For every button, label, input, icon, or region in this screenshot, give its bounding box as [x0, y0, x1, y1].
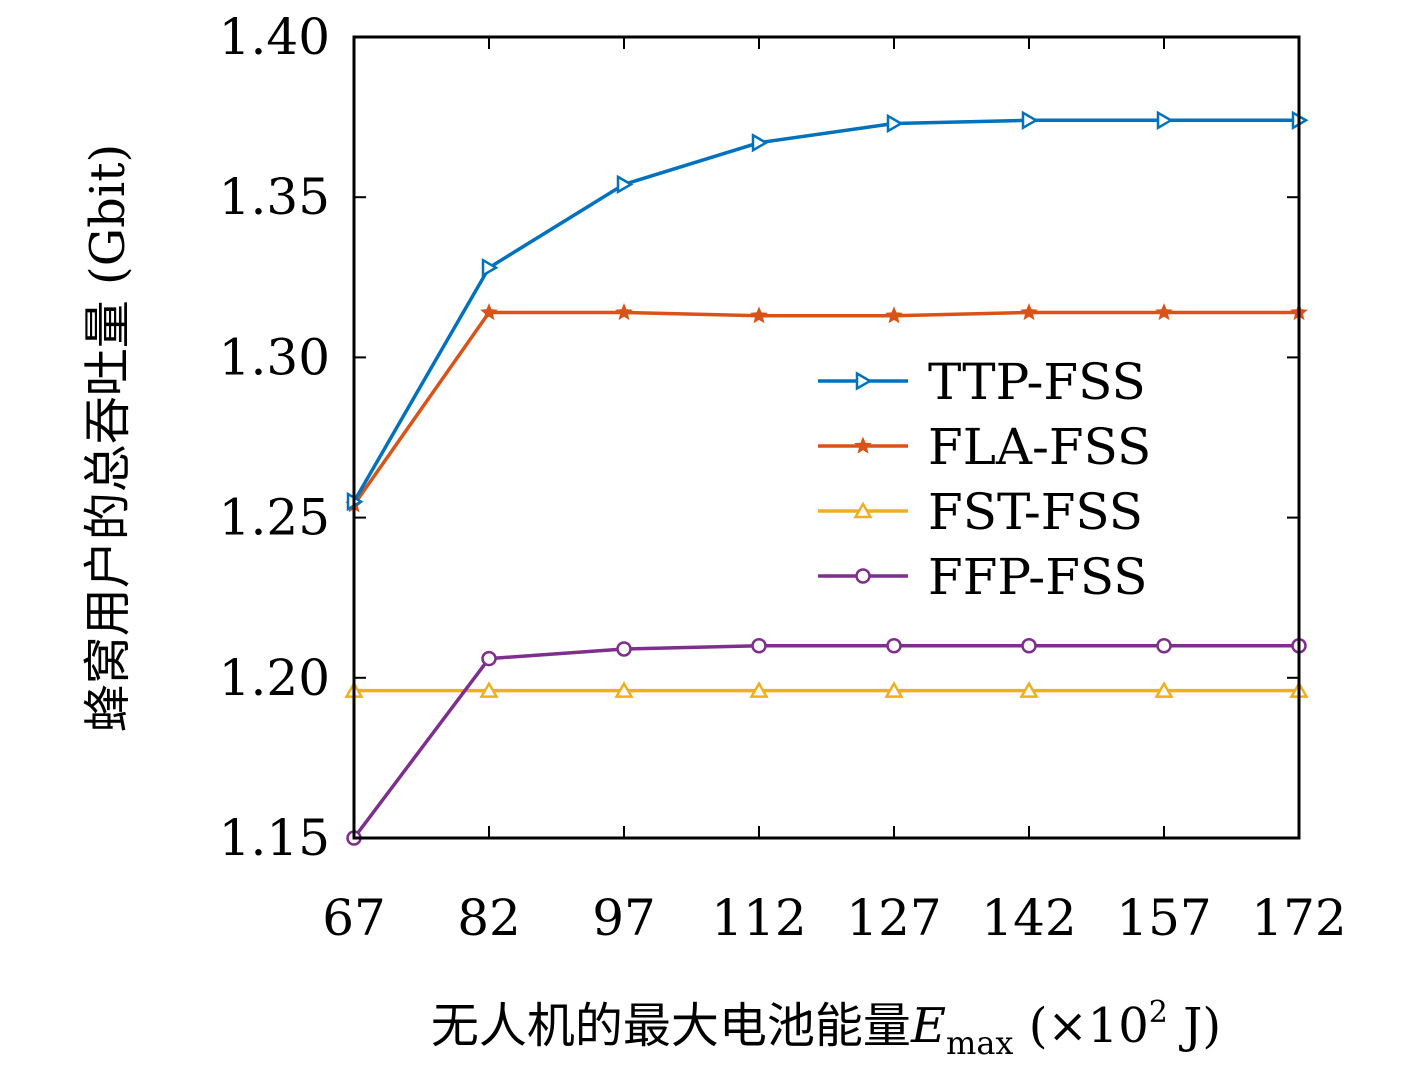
data-point: [751, 133, 769, 153]
x-tick-label: 82: [457, 889, 521, 947]
x-tick-label: 157: [1116, 889, 1211, 947]
data-point: [1154, 681, 1174, 698]
data-point: [1021, 110, 1039, 130]
y-tick-label: 1.30: [219, 328, 330, 386]
data-point: [616, 641, 632, 657]
data-point: [751, 638, 767, 654]
x-tick-label: 127: [846, 889, 941, 947]
data-point: [481, 650, 497, 667]
data-point: [614, 681, 634, 698]
legend-label: FST-FSS: [928, 483, 1143, 541]
data-point: [1155, 303, 1173, 321]
x-axis-label-unit-open: (×10: [1013, 998, 1148, 1054]
y-tick-label: 1.25: [219, 489, 330, 547]
y-tick-label: 1.15: [219, 809, 330, 867]
data-point: [479, 681, 499, 698]
y-tick-label: 1.35: [219, 168, 330, 226]
series-layer: [344, 110, 1309, 846]
legend-item-ttp-fss: TTP-FSS: [818, 353, 1146, 411]
legend-marker: [854, 436, 872, 454]
data-point: [1021, 638, 1037, 654]
data-point: [481, 258, 499, 278]
x-tick-label: 172: [1251, 889, 1346, 947]
legend-label: FLA-FSS: [928, 418, 1151, 476]
plot-frame: [352, 35, 1301, 840]
x-tick-label: 67: [322, 889, 386, 947]
legend-marker: [855, 371, 873, 391]
y-tick-label: 1.40: [219, 8, 330, 66]
data-point: [750, 306, 768, 324]
data-point: [1156, 110, 1174, 130]
data-point: [616, 174, 634, 195]
series-ffp-fss: [346, 638, 1307, 846]
legend-label: TTP-FSS: [928, 353, 1146, 411]
x-axis-label-symbol: E: [910, 998, 946, 1054]
legend-item-ffp-fss: FFP-FSS: [818, 548, 1148, 606]
data-point: [884, 681, 904, 698]
data-point: [886, 638, 902, 654]
x-tick-label: 142: [981, 889, 1076, 947]
ticks-layer: 1.15 1.20 1.25 1.30 1.35 1.40 67 82 97 112 127 142 1…: [219, 8, 1347, 947]
x-axis-label-text: 无人机的最大电池能量: [431, 998, 911, 1054]
x-axis-label-subscript: max: [946, 1024, 1013, 1062]
data-point: [480, 303, 498, 321]
series-line: [352, 310, 1299, 506]
y-axis-label: 蜂窝用户的总吞吐量 (Gbit): [80, 144, 136, 732]
x-tick-label: 97: [592, 889, 656, 947]
data-point: [1156, 638, 1172, 654]
series-fst-fss: [344, 681, 1309, 698]
series-line: [352, 644, 1299, 840]
legend: TTP-FSS FLA-FSS FST-FSS FFP-FSS: [818, 353, 1151, 606]
data-point: [886, 113, 904, 134]
legend-item-fla-fss: FLA-FSS: [818, 418, 1151, 476]
legend-item-fst-fss: FST-FSS: [818, 483, 1143, 541]
series-line: [352, 118, 1299, 503]
data-point: [1019, 681, 1039, 698]
x-tick-label: 112: [711, 889, 806, 947]
legend-marker: [853, 501, 873, 519]
data-point: [615, 303, 633, 321]
series-fla-fss: [345, 303, 1308, 513]
legend-label: FFP-FSS: [928, 548, 1148, 606]
series-ttp-fss: [346, 110, 1309, 512]
x-axis-label-unit-exp: 2: [1149, 995, 1168, 1030]
y-tick-label: 1.20: [219, 649, 330, 707]
data-point: [749, 681, 769, 698]
x-axis-label: 无人机的最大电池能量Emax (×102 J): [431, 995, 1221, 1062]
x-axis-label-unit-close: J): [1168, 998, 1221, 1054]
data-point: [885, 306, 903, 324]
data-point: [1020, 303, 1038, 321]
legend-marker: [855, 568, 871, 584]
